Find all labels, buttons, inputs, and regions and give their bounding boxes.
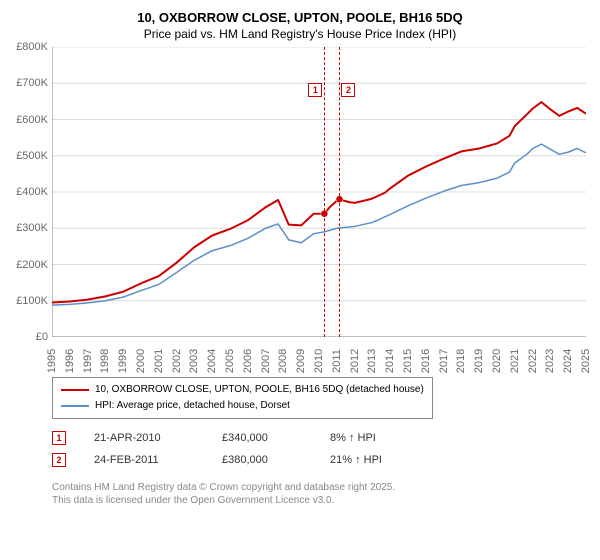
x-tick-label: 2007: [260, 349, 272, 373]
transaction-price: £340,000: [222, 427, 302, 449]
legend-swatch: [61, 405, 89, 407]
transaction-date: 21-APR-2010: [94, 427, 194, 449]
transaction-marker: 2: [52, 453, 66, 467]
x-tick-label: 2014: [384, 349, 396, 373]
transaction-delta: 8% ↑ HPI: [330, 427, 376, 449]
x-tick-label: 1997: [82, 349, 94, 373]
y-tick-label: £0: [36, 331, 48, 343]
x-tick-label: 2011: [331, 349, 343, 373]
transaction-date: 24-FEB-2011: [94, 449, 194, 471]
chart-subtitle: Price paid vs. HM Land Registry's House …: [10, 27, 590, 41]
x-tick-label: 2006: [242, 349, 254, 373]
legend-item: HPI: Average price, detached house, Dors…: [61, 398, 424, 414]
y-tick-label: £200K: [16, 259, 48, 271]
chart-title: 10, OXBORROW CLOSE, UPTON, POOLE, BH16 5…: [10, 10, 590, 25]
x-tick-label: 2009: [295, 349, 307, 373]
x-tick-label: 2003: [188, 349, 200, 373]
transaction-row: 1 21-APR-2010 £340,000 8% ↑ HPI: [52, 427, 590, 449]
x-tick-label: 2021: [509, 349, 521, 373]
transaction-delta: 21% ↑ HPI: [330, 449, 382, 471]
x-tick-label: 2018: [455, 349, 467, 373]
x-tick-label: 2001: [153, 349, 165, 373]
x-tick-label: 2025: [580, 349, 592, 373]
x-tick-label: 2004: [206, 349, 218, 373]
x-tick-label: 1996: [64, 349, 76, 373]
x-tick-label: 2002: [171, 349, 183, 373]
callout-line: [324, 47, 325, 337]
x-tick-label: 2010: [313, 349, 325, 373]
transaction-table: 1 21-APR-2010 £340,000 8% ↑ HPI 2 24-FEB-2011…: [52, 427, 590, 471]
x-tick-label: 2013: [366, 349, 378, 373]
y-tick-label: £300K: [16, 222, 48, 234]
y-tick-label: £700K: [16, 77, 48, 89]
callout-marker: 1: [308, 83, 322, 97]
x-tick-label: 2012: [349, 349, 361, 373]
x-tick-label: 1999: [117, 349, 129, 373]
footer-text: Contains HM Land Registry data © Crown c…: [52, 481, 590, 507]
y-tick-label: £400K: [16, 186, 48, 198]
callout-line: [339, 47, 340, 337]
x-tick-label: 2008: [277, 349, 289, 373]
x-tick-label: 2024: [562, 349, 574, 373]
y-tick-label: £800K: [16, 41, 48, 53]
transaction-marker: 1: [52, 431, 66, 445]
chart-plot-area: £0£100K£200K£300K£400K£500K£600K£700K£80…: [52, 47, 586, 337]
x-tick-label: 2016: [420, 349, 432, 373]
transaction-row: 2 24-FEB-2011 £380,000 21% ↑ HPI: [52, 449, 590, 471]
legend-label: HPI: Average price, detached house, Dors…: [95, 398, 290, 414]
x-tick-label: 1995: [46, 349, 58, 373]
callout-marker: 2: [341, 83, 355, 97]
y-tick-label: £600K: [16, 114, 48, 126]
x-tick-label: 1998: [99, 349, 111, 373]
chart-container: 10, OXBORROW CLOSE, UPTON, POOLE, BH16 5…: [10, 10, 590, 507]
x-tick-label: 2019: [473, 349, 485, 373]
legend-item: 10, OXBORROW CLOSE, UPTON, POOLE, BH16 5…: [61, 382, 424, 398]
transaction-price: £380,000: [222, 449, 302, 471]
x-tick-label: 2017: [438, 349, 450, 373]
x-tick-label: 2000: [135, 349, 147, 373]
y-tick-label: £100K: [16, 295, 48, 307]
legend-box: 10, OXBORROW CLOSE, UPTON, POOLE, BH16 5…: [52, 377, 433, 419]
legend-label: 10, OXBORROW CLOSE, UPTON, POOLE, BH16 5…: [95, 382, 424, 398]
x-tick-label: 2005: [224, 349, 236, 373]
legend-swatch: [61, 389, 89, 391]
x-tick-label: 2022: [527, 349, 539, 373]
x-tick-label: 2015: [402, 349, 414, 373]
x-tick-label: 2023: [544, 349, 556, 373]
x-tick-label: 2020: [491, 349, 503, 373]
y-tick-label: £500K: [16, 150, 48, 162]
footer-line2: This data is licensed under the Open Gov…: [52, 494, 590, 507]
footer-line1: Contains HM Land Registry data © Crown c…: [52, 481, 590, 494]
